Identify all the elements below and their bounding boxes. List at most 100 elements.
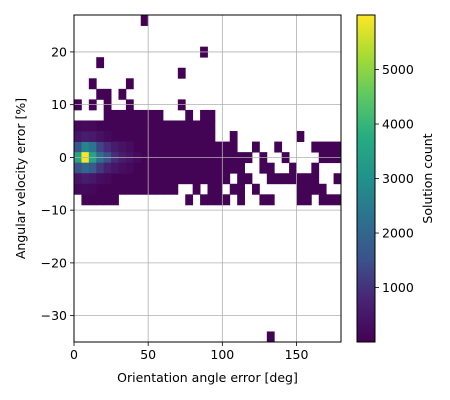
heatmap-cell [74, 162, 82, 174]
y-axis-ticks: −30 −20 −10 0 10 20 [41, 44, 74, 323]
heatmap-cell [125, 131, 134, 142]
heatmap-cell [207, 194, 216, 206]
heatmap-cell [311, 141, 320, 153]
heatmap-cell [88, 194, 97, 206]
heatmap-cell [200, 173, 208, 185]
heatmap-cell [222, 162, 231, 174]
heatmap-cell [214, 173, 223, 185]
heatmap-cell [155, 173, 164, 185]
heatmap-cell [200, 120, 208, 132]
heatmap-cell [296, 131, 305, 142]
heatmap-cell [96, 183, 105, 195]
heatmap-cell [333, 141, 342, 153]
heatmap-cell [214, 194, 223, 206]
heatmap-cell [133, 173, 142, 185]
heatmap-cell [125, 162, 134, 174]
heatmap-cell [214, 162, 223, 174]
heatmap-cell [177, 141, 186, 153]
heatmap-cell [133, 131, 142, 142]
y-tick-label: 0 [59, 150, 67, 165]
colorbar-tick-label: 5000 [382, 62, 414, 77]
heatmap-cell [170, 131, 179, 142]
heatmap-cell [229, 141, 238, 153]
heatmap-cell [289, 162, 297, 174]
heatmap-cell [237, 194, 245, 206]
heatmap-cell [81, 183, 90, 195]
heatmap-cell [200, 194, 208, 206]
heatmap-cell [103, 109, 112, 121]
heatmap-cell [140, 162, 149, 174]
x-tick-label: 100 [210, 347, 234, 362]
colorbar-ticks: 1000 2000 3000 4000 5000 [375, 62, 414, 295]
heatmap-cell [222, 141, 231, 153]
heatmap-cell [192, 173, 201, 185]
heatmap-cell [207, 183, 216, 195]
heatmap-cell [207, 109, 216, 121]
heatmap-cell [118, 88, 127, 100]
colorbar-gradient [357, 15, 375, 342]
heatmap-cell [140, 120, 149, 132]
heatmap-cell [326, 141, 334, 153]
heatmap-cell [103, 194, 112, 206]
heatmap-cell [296, 194, 305, 206]
heatmap-cell [214, 183, 223, 195]
heatmap-cell [185, 131, 194, 142]
heatmap-cell [96, 141, 105, 153]
heatmap-cell [96, 88, 105, 100]
colorbar-label: Solution count [420, 133, 435, 223]
heatmap-cell [103, 88, 112, 100]
plot-frame [73, 14, 342, 343]
y-tick-label: −20 [41, 255, 67, 270]
heatmap-cell [274, 141, 283, 153]
heatmap-cell [155, 120, 164, 132]
heatmap-cells [74, 15, 342, 343]
heatmap-cell [81, 194, 90, 206]
heatmap-cell [177, 67, 186, 79]
heatmap-cell [192, 183, 201, 195]
heatmap-cell [318, 194, 327, 206]
heatmap-cell [259, 162, 268, 174]
heatmap-cell [118, 141, 127, 153]
heatmap-cell [111, 109, 119, 121]
heatmap-cell [229, 162, 238, 174]
heatmap-cell [96, 120, 105, 132]
y-tick-label: −30 [41, 308, 67, 323]
heatmap-cell [252, 183, 260, 195]
heatmap-cell [88, 78, 97, 90]
heatmap-cell [170, 183, 179, 195]
heatmap-cell [74, 131, 82, 142]
heatmap-cell [177, 120, 186, 132]
heatmap-cell [274, 173, 283, 185]
heatmap-cell [207, 141, 216, 153]
heatmap-cell [170, 173, 179, 185]
heatmap-cell [185, 173, 194, 185]
y-tick-label: 20 [51, 44, 67, 59]
heatmap-cell [88, 141, 97, 153]
heatmap-cell [185, 194, 194, 206]
heatmap-cell [81, 162, 90, 174]
colorbar-tick-label: 1000 [382, 280, 414, 295]
heatmap-cell [111, 141, 119, 153]
heatmap-cell [311, 183, 320, 195]
heatmap-cell [118, 120, 127, 132]
heatmap-cell [140, 141, 149, 153]
heatmap-cell [96, 162, 105, 174]
heatmap-cell [125, 183, 134, 195]
heatmap-cell [296, 183, 305, 195]
heatmap-cell [252, 141, 260, 153]
heatmap-cell [96, 57, 105, 69]
heatmap-cell [111, 162, 119, 174]
heatmap-cell [185, 162, 194, 174]
colorbar-tick-label: 3000 [382, 171, 414, 186]
heatmap-cell [88, 183, 97, 195]
heatmap-cell [133, 183, 142, 195]
heatmap-cell [148, 141, 156, 153]
heatmap-cell [96, 131, 105, 142]
heatmap-cell [163, 141, 171, 153]
heatmap-cell [266, 162, 275, 174]
heatmap-cell [222, 173, 231, 185]
heatmap-cell [103, 120, 112, 132]
heatmap-cell [303, 183, 312, 195]
heatmap-cell [163, 120, 171, 132]
heatmap-cell [244, 173, 253, 185]
